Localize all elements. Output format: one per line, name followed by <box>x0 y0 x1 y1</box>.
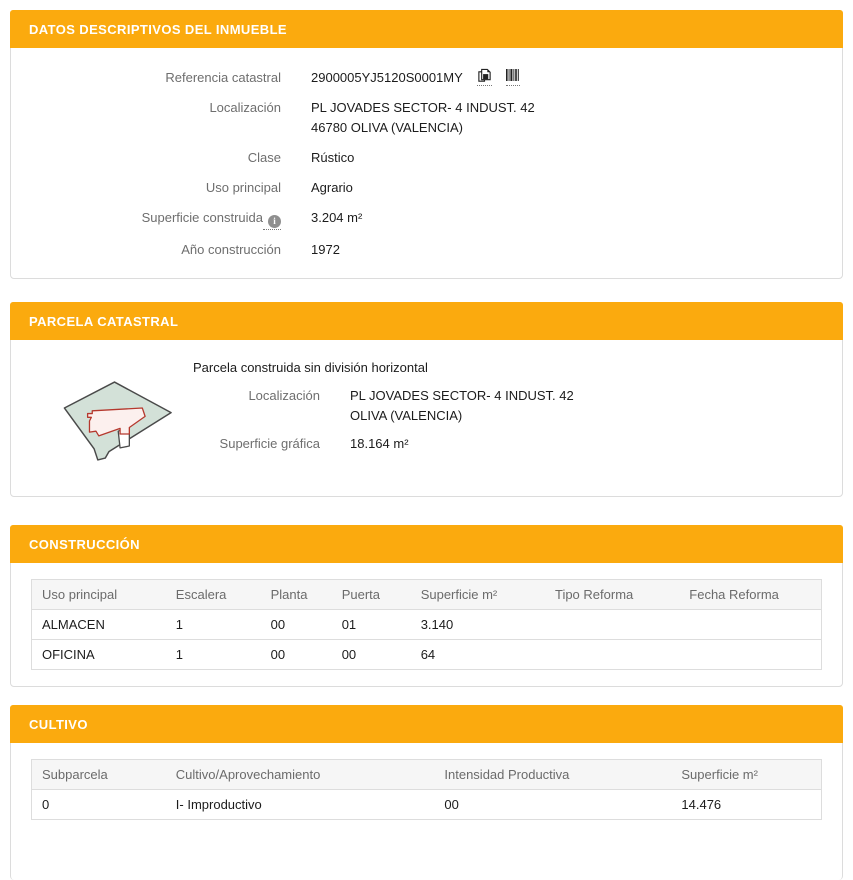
cell-puerta: 01 <box>331 609 411 640</box>
col-header-escalera: Escalera <box>165 579 261 610</box>
referencia-label: Referencia catastral <box>165 70 281 85</box>
col-header-planta: Planta <box>260 579 332 610</box>
superficie-construida-label: Superficie construida i <box>31 208 281 230</box>
parcela-localizacion-label: Localización <box>248 388 320 403</box>
ano-construccion-label: Año construcción <box>181 242 281 257</box>
table-row-almacen: ALMACEN 1 00 01 3.140 <box>31 609 822 640</box>
cell-planta: 00 <box>260 609 332 640</box>
referencia-value-group: 2900005YJ5120S0001MY <box>311 68 520 88</box>
superficie-grafica-label: Superficie gráfica <box>219 436 320 451</box>
localizacion-line-2: 46780 OLIVA (VALENCIA) <box>311 120 463 135</box>
cell-puerta: 00 <box>341 647 357 662</box>
cultivo-table-wrap: Subparcela Cultivo/Aprovechamiento Inten… <box>11 743 842 880</box>
panel-cultivo: CULTIVO Subparcela Cultivo/Aprovechamien… <box>10 705 843 880</box>
cell-fecha-reforma <box>679 609 822 640</box>
copy-document-icon[interactable] <box>476 68 492 86</box>
superficie-grafica-value: 18.164 m² <box>350 436 409 451</box>
cell-escalera: 1 <box>165 609 261 640</box>
cell-superficie: 64 <box>420 647 436 662</box>
col-header-intensidad-productiva: Intensidad Productiva <box>434 759 672 790</box>
cell-uso: OFICINA <box>42 647 95 662</box>
cell-planta: 00 <box>270 647 286 662</box>
cell-tipo-reforma <box>544 609 680 640</box>
localizacion-label: Localización <box>209 100 281 115</box>
clase-label: Clase <box>247 150 281 165</box>
cell-escalera: 1 <box>175 647 184 662</box>
col-header-subparcela: Subparcela <box>31 759 166 790</box>
cell-fecha-reforma <box>679 640 821 670</box>
cell-uso: ALMACEN <box>31 609 166 640</box>
field-row-clase: Clase Rústico <box>31 148 822 168</box>
panel-datos-descriptivos: DATOS DESCRIPTIVOS DEL INMUEBLE Referenc… <box>10 10 843 279</box>
info-icon-glyph: i <box>268 214 281 228</box>
panel-parcela-catastral: PARCELA CATASTRAL Parcela construida sin… <box>10 302 843 497</box>
parcela-intro-text: Parcela construida sin división horizont… <box>193 360 428 375</box>
superficie-construida-label-text: Superficie construida <box>141 210 263 225</box>
col-header-superficie: Superficie m² <box>410 579 545 610</box>
table-row-subparcela-0: 0 I- Improductivo 00 14.476 <box>32 790 822 820</box>
parcela-localizacion-value: PL JOVADES SECTOR- 4 INDUST. 42 OLIVA (V… <box>350 386 574 426</box>
construccion-table-wrap: Uso principal Escalera Planta Puerta Sup… <box>11 563 842 686</box>
section-header-construccion: CONSTRUCCIÓN <box>10 525 843 563</box>
parcela-localizacion-line-1: PL JOVADES SECTOR- 4 INDUST. 42 <box>350 388 574 403</box>
field-row-superficie-construida: Superficie construida i 3.204 m² <box>31 208 822 230</box>
cell-cultivo-aprovechamiento: I- Improductivo <box>175 797 262 812</box>
field-row-uso-principal: Uso principal Agrario <box>31 178 822 198</box>
info-icon[interactable]: i <box>263 208 281 230</box>
section-header-parcela: PARCELA CATASTRAL <box>10 302 843 340</box>
col-header-fecha-reforma: Fecha Reforma <box>679 579 822 610</box>
parcela-localizacion-line-2: OLIVA (VALENCIA) <box>350 408 463 423</box>
parcela-details: Parcela construida sin división horizont… <box>186 358 822 472</box>
col-header-puerta: Puerta <box>331 579 411 610</box>
cell-superficie: 14.476 <box>681 797 722 812</box>
construccion-table: Uso principal Escalera Planta Puerta Sup… <box>31 579 822 670</box>
field-row-parcela-localizacion: Localización PL JOVADES SECTOR- 4 INDUST… <box>193 386 822 426</box>
cell-superficie: 3.140 <box>410 609 545 640</box>
localizacion-line-1: PL JOVADES SECTOR- 4 INDUST. 42 <box>311 100 535 115</box>
section-header-datos: DATOS DESCRIPTIVOS DEL INMUEBLE <box>10 10 843 48</box>
table-row-oficina: OFICINA 1 00 00 64 <box>32 640 822 670</box>
uso-principal-value: Agrario <box>311 180 353 195</box>
col-header-uso-principal: Uso principal <box>31 579 166 610</box>
datos-body: Referencia catastral 2900005YJ5120S0001M… <box>11 48 842 278</box>
construccion-header-row: Uso principal Escalera Planta Puerta Sup… <box>31 579 822 610</box>
cell-tipo-reforma <box>545 640 679 670</box>
clase-value: Rústico <box>311 150 355 165</box>
field-row-referencia: Referencia catastral 2900005YJ5120S0001M… <box>31 68 822 88</box>
cell-subparcela: 0 <box>42 797 50 812</box>
col-header-superficie: Superficie m² <box>671 759 822 790</box>
ano-construccion-value: 1972 <box>311 242 340 257</box>
panel-construccion: CONSTRUCCIÓN Uso principal Escalera Plan… <box>10 525 843 687</box>
parcel-map-thumbnail[interactable] <box>31 358 186 472</box>
superficie-construida-value: 3.204 m² <box>311 210 363 225</box>
field-row-superficie-grafica: Superficie gráfica 18.164 m² <box>193 434 822 454</box>
cultivo-header-row: Subparcela Cultivo/Aprovechamiento Inten… <box>31 759 822 790</box>
parcela-body: Parcela construida sin división horizont… <box>11 340 842 496</box>
section-title-datos: DATOS DESCRIPTIVOS DEL INMUEBLE <box>29 22 287 37</box>
localizacion-value: PL JOVADES SECTOR- 4 INDUST. 42 46780 OL… <box>311 98 535 138</box>
parcel-map-icon <box>63 381 172 461</box>
referencia-catastral-value: 2900005YJ5120S0001MY <box>311 70 463 85</box>
field-row-localizacion: Localización PL JOVADES SECTOR- 4 INDUST… <box>31 98 822 138</box>
section-title-construccion: CONSTRUCCIÓN <box>29 537 140 552</box>
field-row-ano-construccion: Año construcción 1972 <box>31 240 822 260</box>
cell-intensidad-productiva: 00 <box>444 797 459 812</box>
section-header-cultivo: CULTIVO <box>10 705 843 743</box>
col-header-cultivo-aprovechamiento: Cultivo/Aprovechamiento <box>165 759 435 790</box>
col-header-tipo-reforma: Tipo Reforma <box>544 579 680 610</box>
uso-principal-label: Uso principal <box>205 180 281 195</box>
catastro-property-page: DATOS DESCRIPTIVOS DEL INMUEBLE Referenc… <box>0 10 853 880</box>
barcode-icon[interactable] <box>505 68 520 86</box>
cultivo-table: Subparcela Cultivo/Aprovechamiento Inten… <box>31 759 822 820</box>
section-title-cultivo: CULTIVO <box>29 717 88 732</box>
section-title-parcela: PARCELA CATASTRAL <box>29 314 179 329</box>
